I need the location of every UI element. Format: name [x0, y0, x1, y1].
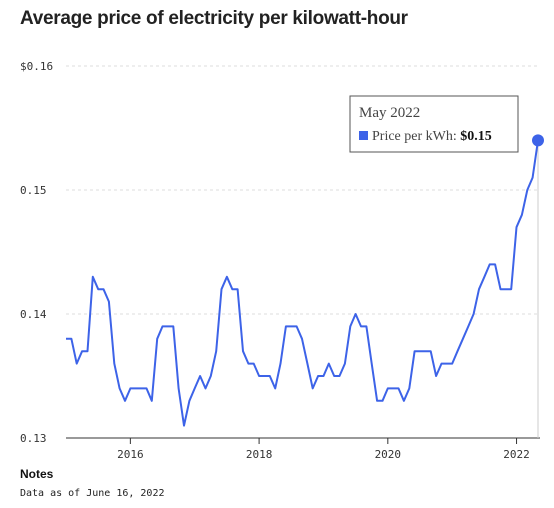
x-tick-label: 2022 [503, 448, 530, 461]
tooltip-value: $0.15 [460, 129, 492, 144]
x-tick-label: 2020 [375, 448, 402, 461]
tooltip-swatch [359, 131, 368, 140]
tooltip: May 2022 Price per kWh: $0.15 [349, 95, 519, 153]
y-tick-label: 0.13 [20, 432, 47, 445]
y-tick-label: 0.14 [20, 308, 47, 321]
tooltip-title: May 2022 [359, 105, 420, 121]
y-tick-label: $0.16 [20, 60, 53, 73]
tooltip-label: Price per kWh: [372, 129, 460, 144]
x-tick-label: 2016 [117, 448, 144, 461]
series-line-layer [66, 134, 544, 438]
tooltip-box [349, 95, 519, 153]
axis-layer: 0.13 0.14 0.15 $0.16 2016 2018 2020 2022 [20, 60, 540, 461]
x-tick-label: 2018 [246, 448, 273, 461]
tooltip-line: Price per kWh: $0.15 [372, 129, 492, 144]
highlight-point[interactable] [532, 134, 544, 147]
notes-text: Data as of June 16, 2022 [20, 488, 165, 499]
series-line-price-per-kwh [66, 140, 539, 427]
y-tick-label: 0.15 [20, 184, 47, 197]
chart-title: Average price of electricity per kilowat… [20, 8, 408, 29]
notes-heading: Notes [20, 467, 54, 481]
